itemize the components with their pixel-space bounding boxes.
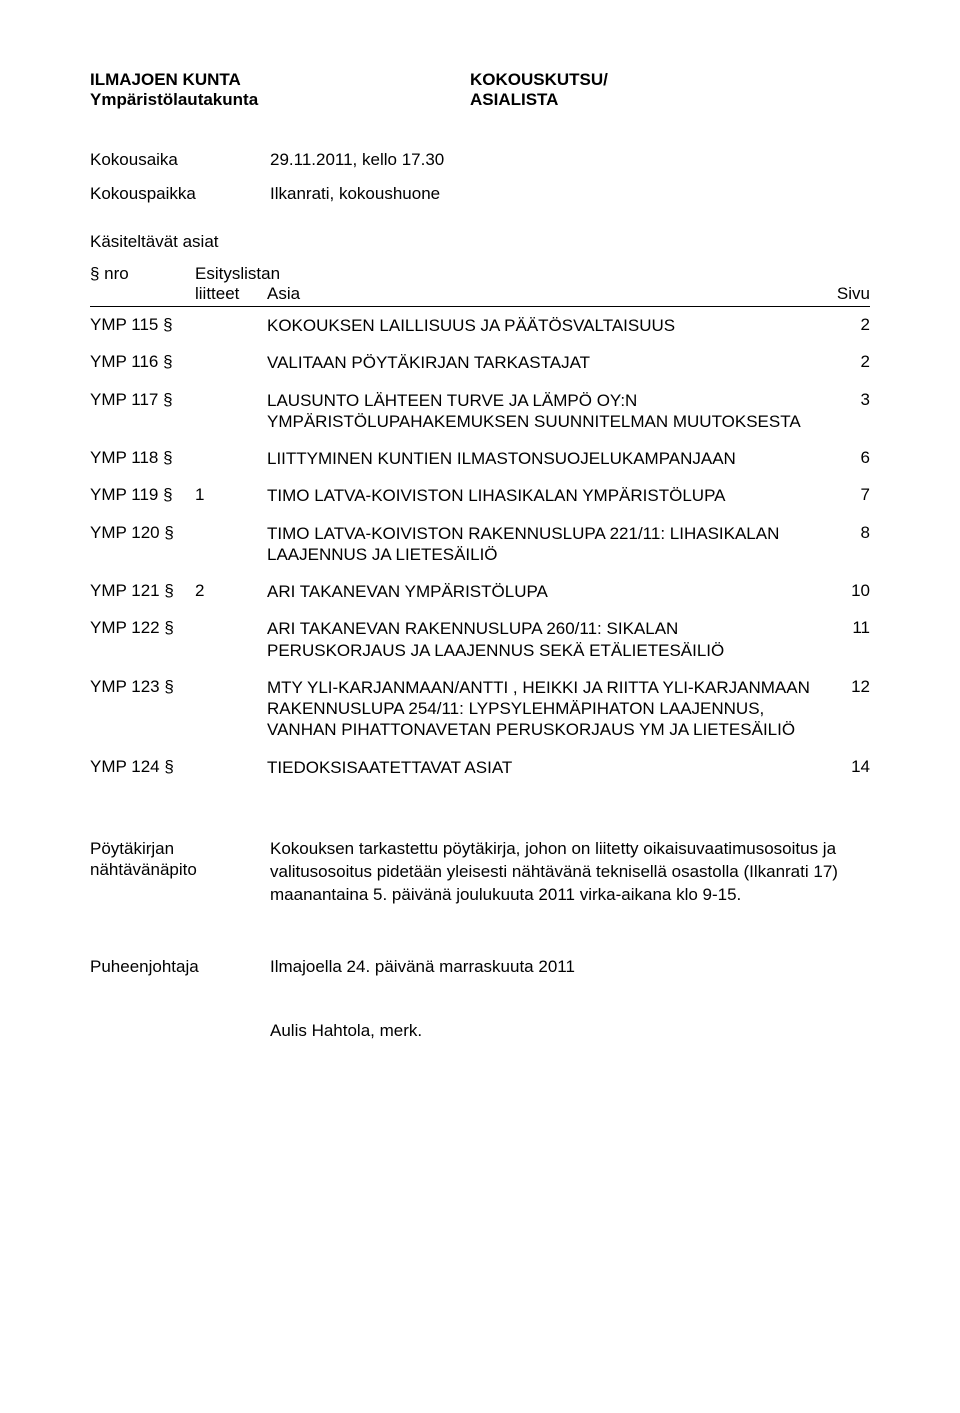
header-right: KOKOUSKUTSU/ ASIALISTA [470,70,870,110]
agenda-item-page: 3 [830,390,870,410]
agenda-item-nro: YMP 118 § [90,448,195,468]
agenda-item-row: YMP 119 §1TIMO LATVA-KOIVISTON LIHASIKAL… [90,485,870,506]
col-header-asia: Asia [267,264,830,304]
chair-label: Puheenjohtaja [90,957,270,977]
agenda-item-page: 14 [830,757,870,777]
agenda-item-attachment: 1 [195,485,267,505]
header-left: ILMAJOEN KUNTA Ympäristölautakunta [90,70,470,110]
agenda-item-page: 2 [830,315,870,335]
meeting-place-value: Ilkanrati, kokoushuone [270,184,440,204]
agenda-item-page: 10 [830,581,870,601]
agenda-item-page: 12 [830,677,870,697]
agenda-item-nro: YMP 116 § [90,352,195,372]
col-header-nro: § nro [90,264,195,304]
agenda-item-row: YMP 116 § VALITAAN PÖYTÄKIRJAN TARKASTAJA… [90,352,870,373]
page: ILMAJOEN KUNTA Ympäristölautakunta KOKOU… [0,0,960,1413]
col-header-liite: Esityslistan liitteet [195,264,267,304]
col-header-liite-top: Esityslistan [195,264,267,284]
header-type1: KOKOUSKUTSU/ [470,70,870,90]
agenda-item-nro: YMP 120 § [90,523,195,543]
agenda-item-subject: LIITTYMINEN KUNTIEN ILMASTONSUOJELUKAMPA… [267,448,830,469]
minutes-display-text: Kokouksen tarkastettu pöytäkirja, johon … [270,838,870,907]
agenda-item-nro: YMP 119 § [90,485,195,505]
agenda-item-nro: YMP 121 § [90,581,195,601]
agenda-item-nro: YMP 117 § [90,390,195,410]
agenda-item-subject: LAUSUNTO LÄHTEEN TURVE JA LÄMPÖ OY:N YMP… [267,390,830,433]
agenda-item-nro: YMP 124 § [90,757,195,777]
agenda-item-row: YMP 122 § ARI TAKANEVAN RAKENNUSLUPA 260/… [90,618,870,661]
agenda-item-row: YMP 118 § LIITTYMINEN KUNTIEN ILMASTONSUO… [90,448,870,469]
agenda-items-list: YMP 115 § KOKOUKSEN LAILLISUUS JA PÄÄTÖSV… [90,315,870,778]
agenda-item-page: 2 [830,352,870,372]
signature-line: Aulis Hahtola, merk. [270,1021,870,1041]
col-header-liite-bottom: liitteet [195,284,267,304]
meeting-time-row: Kokousaika 29.11.2011, kello 17.30 [90,150,870,170]
agenda-item-subject: TIMO LATVA-KOIVISTON RAKENNUSLUPA 221/11… [267,523,830,566]
agenda-item-page: 7 [830,485,870,505]
agenda-item-row: YMP 123 § MTY YLI-KARJANMAAN/ANTTI , HEIK… [90,677,870,741]
agenda-item-page: 8 [830,523,870,543]
agenda-item-nro: YMP 122 § [90,618,195,638]
agenda-item-row: YMP 117 § LAUSUNTO LÄHTEEN TURVE JA LÄMPÖ… [90,390,870,433]
agenda-section-label: Käsiteltävät asiat [90,232,870,252]
chair-block: Puheenjohtaja Ilmajoella 24. päivänä mar… [90,957,870,977]
agenda-item-subject: ARI TAKANEVAN RAKENNUSLUPA 260/11: SIKAL… [267,618,830,661]
agenda-item-row: YMP 120 § TIMO LATVA-KOIVISTON RAKENNUSLU… [90,523,870,566]
agenda-item-attachment: 2 [195,581,267,601]
agenda-item-subject: TIEDOKSISAATETTAVAT ASIAT [267,757,830,778]
agenda-item-page: 6 [830,448,870,468]
meeting-time-value: 29.11.2011, kello 17.30 [270,150,444,170]
header-type2: ASIALISTA [470,90,870,110]
chair-text: Ilmajoella 24. päivänä marraskuuta 2011 [270,957,870,977]
agenda-item-nro: YMP 115 § [90,315,195,335]
col-header-sivu: Sivu [830,264,870,304]
header-row: ILMAJOEN KUNTA Ympäristölautakunta KOKOU… [90,70,870,110]
meeting-time-label: Kokousaika [90,150,270,170]
agenda-item-row: YMP 115 § KOKOUKSEN LAILLISUUS JA PÄÄTÖSV… [90,315,870,336]
agenda-item-subject: TIMO LATVA-KOIVISTON LIHASIKALAN YMPÄRIS… [267,485,830,506]
meeting-place-label: Kokouspaikka [90,184,270,204]
header-board: Ympäristölautakunta [90,90,470,110]
agenda-item-row: YMP 124 § TIEDOKSISAATETTAVAT ASIAT14 [90,757,870,778]
agenda-table-header: § nro Esityslistan liitteet Asia Sivu [90,264,870,307]
agenda-item-nro: YMP 123 § [90,677,195,697]
minutes-display-label-line2: nähtävänäpito [90,859,270,880]
agenda-item-subject: ARI TAKANEVAN YMPÄRISTÖLUPA [267,581,830,602]
minutes-display-block: Pöytäkirjan nähtävänäpito Kokouksen tark… [90,838,870,907]
agenda-item-subject: VALITAAN PÖYTÄKIRJAN TARKASTAJAT [267,352,830,373]
agenda-item-subject: MTY YLI-KARJANMAAN/ANTTI , HEIKKI JA RII… [267,677,830,741]
header-org: ILMAJOEN KUNTA [90,70,470,90]
agenda-item-page: 11 [830,618,870,638]
minutes-display-label-line1: Pöytäkirjan [90,838,270,859]
minutes-display-label: Pöytäkirjan nähtävänäpito [90,838,270,907]
agenda-item-subject: KOKOUKSEN LAILLISUUS JA PÄÄTÖSVALTAISUUS [267,315,830,336]
meeting-place-row: Kokouspaikka Ilkanrati, kokoushuone [90,184,870,204]
agenda-item-row: YMP 121 §2ARI TAKANEVAN YMPÄRISTÖLUPA10 [90,581,870,602]
